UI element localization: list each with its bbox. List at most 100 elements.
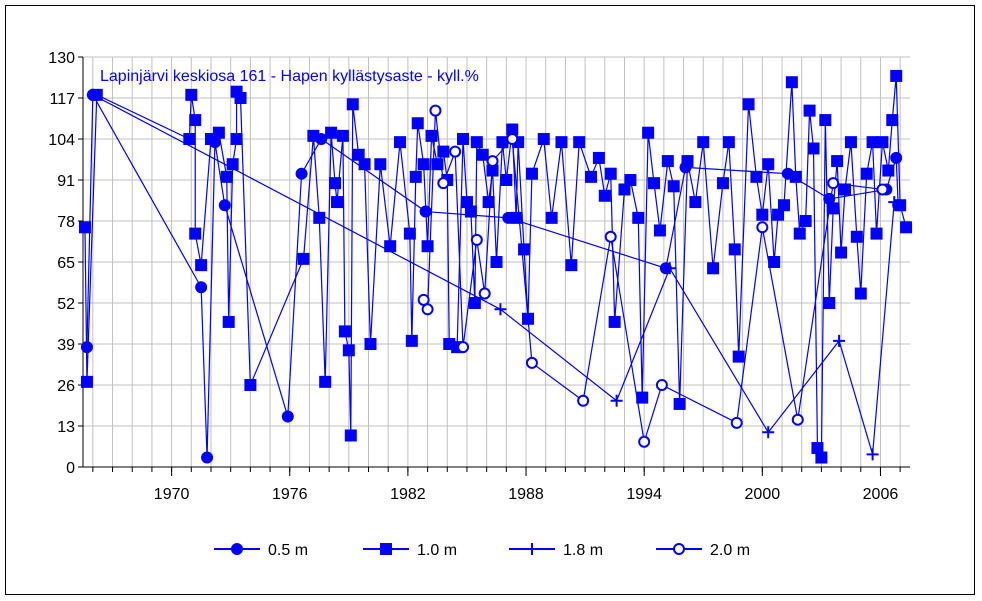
data-point <box>457 341 470 354</box>
data-point <box>374 158 387 171</box>
data-point <box>325 126 338 139</box>
data-point <box>464 205 477 218</box>
data-point <box>565 259 578 272</box>
data-point <box>624 174 637 186</box>
data-point <box>185 88 198 101</box>
data-point <box>732 350 745 363</box>
data-point <box>295 167 308 180</box>
data-point <box>297 252 310 265</box>
chart-title: Lapinjärvi keskiosa 161 - Hapen kyllästy… <box>100 68 479 85</box>
data-point <box>667 180 680 193</box>
data-point <box>525 356 538 369</box>
data-point <box>653 224 666 237</box>
data-point <box>500 174 513 186</box>
data-point <box>86 88 99 101</box>
data-point <box>642 126 655 139</box>
data-point <box>604 167 617 180</box>
data-point <box>827 177 840 190</box>
data-point <box>494 303 507 316</box>
data-point <box>697 136 710 149</box>
data-point <box>329 177 342 190</box>
data-point <box>421 240 434 253</box>
data-point <box>78 221 91 234</box>
data-point <box>195 259 208 272</box>
data-point <box>577 394 590 407</box>
data-point <box>478 287 491 300</box>
data-point <box>417 158 430 171</box>
data-point <box>380 543 392 555</box>
data-point <box>183 133 196 145</box>
data-point <box>772 208 785 221</box>
data-point <box>831 155 844 168</box>
data-point <box>663 262 676 275</box>
data-point <box>661 155 674 168</box>
data-point <box>437 177 450 190</box>
data-point <box>346 98 359 111</box>
data-point <box>716 177 729 190</box>
data-point <box>608 315 621 328</box>
data-point <box>835 246 848 259</box>
x-tick-label: 2000 <box>745 486 781 503</box>
data-point <box>876 136 889 149</box>
data-point <box>673 543 685 555</box>
data-point <box>429 104 442 117</box>
data-point <box>866 136 879 149</box>
data-point <box>850 230 863 243</box>
y-tick-label: 130 <box>48 50 75 67</box>
data-point <box>777 199 790 212</box>
data-point <box>189 227 202 240</box>
data-point <box>789 170 802 183</box>
x-tick-label: 1982 <box>390 486 426 503</box>
data-point <box>281 410 294 423</box>
data-point <box>618 183 631 196</box>
series-1-8-m <box>86 88 901 461</box>
data-point <box>823 192 836 205</box>
data-point <box>707 262 720 275</box>
data-point <box>449 145 462 158</box>
data-point <box>338 325 351 338</box>
data-point <box>839 183 852 196</box>
legend-item: 2.0 m <box>656 542 750 559</box>
data-point <box>201 451 214 464</box>
data-point <box>648 177 661 190</box>
data-point <box>762 426 775 439</box>
data-point <box>803 104 816 117</box>
y-tick-label: 117 <box>49 91 75 108</box>
x-tick-label: 1970 <box>154 486 190 503</box>
y-tick-label: 78 <box>57 214 75 231</box>
y-tick-label: 0 <box>66 460 75 477</box>
data-point <box>876 183 889 196</box>
data-point <box>470 233 483 246</box>
y-tick-label: 13 <box>57 419 75 436</box>
data-point <box>545 211 558 224</box>
data-point <box>762 158 775 171</box>
data-point <box>756 221 769 234</box>
data-point <box>307 129 320 142</box>
data-point <box>486 155 499 168</box>
data-point <box>490 256 503 268</box>
data-point <box>80 375 93 388</box>
data-point <box>394 136 407 149</box>
legend-label: 1.8 m <box>563 542 603 559</box>
data-point <box>890 69 903 82</box>
series-1-0-m <box>78 69 913 464</box>
legend-item: 1.0 m <box>363 542 457 559</box>
data-point <box>506 123 519 136</box>
data-point <box>537 133 550 145</box>
y-tick-label: 39 <box>57 337 75 354</box>
data-point <box>510 211 523 224</box>
data-point <box>866 448 879 461</box>
data-point <box>218 199 231 212</box>
data-point <box>823 297 836 309</box>
data-point <box>573 136 586 149</box>
data-point <box>890 151 903 164</box>
data-point <box>860 167 873 180</box>
data-point <box>900 221 913 234</box>
series-2-0-m <box>417 104 889 448</box>
data-point <box>506 133 519 145</box>
data-point <box>888 196 901 209</box>
data-point <box>638 435 651 448</box>
data-point <box>673 397 686 410</box>
y-tick-label: 65 <box>57 255 75 272</box>
y-tick-label: 91 <box>57 173 75 190</box>
